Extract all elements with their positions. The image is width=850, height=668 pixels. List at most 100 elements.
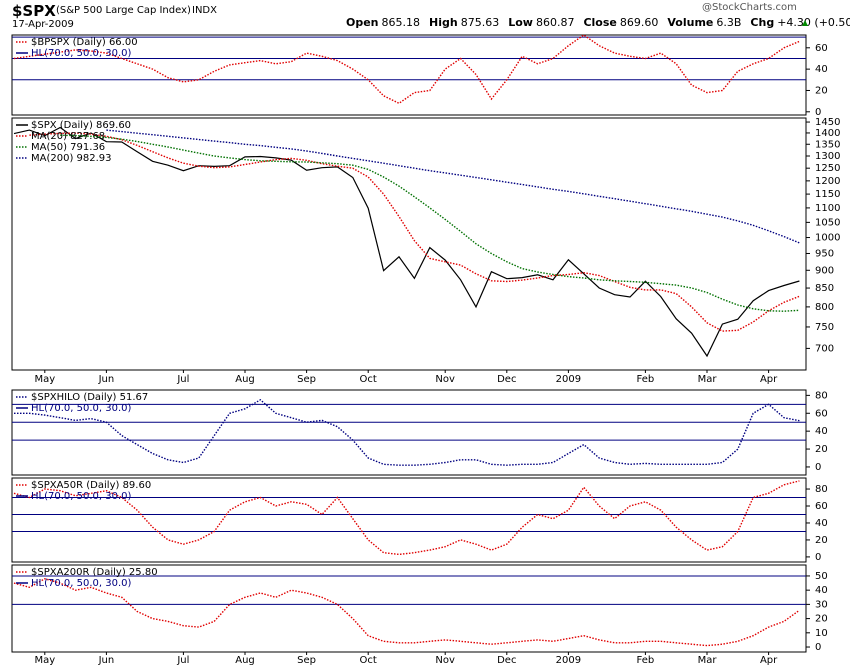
series-line	[60, 134, 800, 312]
x-tick-label: Jun	[98, 374, 115, 385]
legend-label: $SPXHILO (Daily) 51.67	[31, 392, 148, 403]
y-tick-label: 20	[815, 444, 828, 455]
panel-frame	[11, 117, 807, 371]
legend-label: $SPX (Daily) 869.60	[31, 120, 131, 131]
x-tick-label: Oct	[360, 374, 377, 385]
legend-label: MA(200) 982.93	[31, 153, 112, 164]
y-tick-label: 1250	[815, 163, 840, 174]
quote-label: Volume	[667, 16, 714, 29]
watermark: @StockCharts.com	[702, 2, 797, 13]
legend-label: $SPXA200R (Daily) 25.80	[31, 567, 158, 578]
exchange: INDX	[192, 5, 217, 16]
up-arrow	[802, 20, 808, 26]
legend-label: $BPSPX (Daily) 66.00	[31, 37, 138, 48]
y-tick-label: 20	[815, 614, 828, 625]
x-tick-label: Apr	[760, 655, 778, 666]
legend-label: $SPXA50R (Daily) 89.60	[31, 480, 151, 491]
y-tick-label: 0	[815, 552, 821, 563]
y-tick-label: 1150	[815, 189, 840, 200]
x-tick-label: Nov	[435, 655, 455, 666]
quote-value: 860.87	[535, 16, 575, 29]
y-tick-label: 40	[815, 426, 828, 437]
symbol: $SPX	[12, 2, 56, 20]
x-tick-label: 2009	[556, 655, 581, 666]
quote-item: Open 865.18	[346, 16, 420, 29]
legend-label: MA(50) 791.36	[31, 142, 105, 153]
date: 17-Apr-2009	[12, 19, 74, 30]
y-tick-label: 1400	[815, 128, 840, 139]
x-tick-label: Jul	[176, 655, 189, 666]
y-tick-label: 800	[815, 302, 834, 313]
y-tick-label: 0	[815, 107, 821, 118]
y-tick-label: 40	[815, 585, 828, 596]
quote-label: Open	[346, 16, 379, 29]
y-tick-label: 1350	[815, 139, 840, 150]
x-tick-label: May	[34, 655, 55, 666]
x-tick-label: May	[34, 374, 55, 385]
y-tick-label: 1450	[815, 117, 840, 128]
quote-bar: Open 865.18 High 875.63 Low 860.87 Close 869.60…	[346, 16, 850, 29]
quote-value: 869.60	[619, 16, 659, 29]
x-tick-label: Sep	[297, 655, 316, 666]
quote-item: High 875.63	[429, 16, 499, 29]
legend-label: HL(70.0, 50.0, 30.0)	[31, 48, 132, 59]
x-tick-label: Jul	[176, 374, 189, 385]
series-line	[14, 398, 800, 466]
quote-value: 865.18	[381, 16, 421, 29]
x-tick-label: Apr	[760, 374, 778, 385]
y-tick-label: 750	[815, 322, 834, 333]
y-tick-label: 1100	[815, 203, 840, 214]
series-line	[29, 132, 800, 332]
y-tick-label: 0	[815, 642, 821, 653]
y-tick-label: 60	[815, 501, 828, 512]
panel-frame	[11, 564, 807, 653]
y-tick-label: 40	[815, 64, 828, 75]
y-tick-label: 60	[815, 43, 828, 54]
quote-label: Chg	[750, 16, 775, 29]
quote-item: Volume 6.3B	[667, 16, 741, 29]
y-tick-label: 80	[815, 390, 828, 401]
y-tick-label: 850	[815, 283, 834, 294]
quote-label: Close	[583, 16, 617, 29]
y-tick-label: 900	[815, 265, 834, 276]
x-tick-label: Nov	[435, 374, 455, 385]
y-tick-label: 1200	[815, 176, 840, 187]
y-tick-label: 20	[815, 85, 828, 96]
x-tick-label: Mar	[698, 655, 718, 666]
x-tick-label: Oct	[360, 655, 377, 666]
quote-value: 6.3B	[716, 16, 742, 29]
y-tick-label: 10	[815, 628, 828, 639]
x-tick-label: Dec	[497, 655, 516, 666]
y-tick-label: 1000	[815, 233, 840, 244]
x-tick-label: Aug	[235, 655, 255, 666]
quote-value: 875.63	[460, 16, 500, 29]
series-line	[106, 129, 800, 244]
x-tick-label: Feb	[637, 655, 655, 666]
panel-frame	[11, 34, 807, 116]
series-line	[13, 126, 800, 358]
legend-label: HL(70.0, 50.0, 30.0)	[31, 491, 132, 502]
series-line	[13, 480, 800, 556]
quote-label: High	[429, 16, 458, 29]
x-tick-label: Sep	[297, 374, 316, 385]
series-line	[13, 578, 800, 647]
y-tick-label: 50	[815, 571, 828, 582]
quote-value: +4.30 (+0.50%)	[777, 16, 850, 29]
legend-label: HL(70.0, 50.0, 30.0)	[31, 403, 132, 414]
x-tick-label: Aug	[235, 374, 255, 385]
description: (S&P 500 Large Cap Index)	[56, 5, 191, 16]
y-tick-label: 1050	[815, 217, 840, 228]
y-tick-label: 80	[815, 484, 828, 495]
x-tick-label: Mar	[698, 374, 718, 385]
x-tick-label: Dec	[497, 374, 516, 385]
y-tick-label: 20	[815, 535, 828, 546]
y-tick-label: 950	[815, 248, 834, 259]
panel-frame	[11, 389, 807, 476]
x-tick-label: Feb	[637, 374, 655, 385]
x-tick-label: Jun	[98, 655, 115, 666]
quote-label: Low	[508, 16, 533, 29]
quote-item: Chg+4.30 (+0.50%)	[750, 16, 850, 29]
legend-label: MA(20) 827.68	[31, 131, 105, 142]
